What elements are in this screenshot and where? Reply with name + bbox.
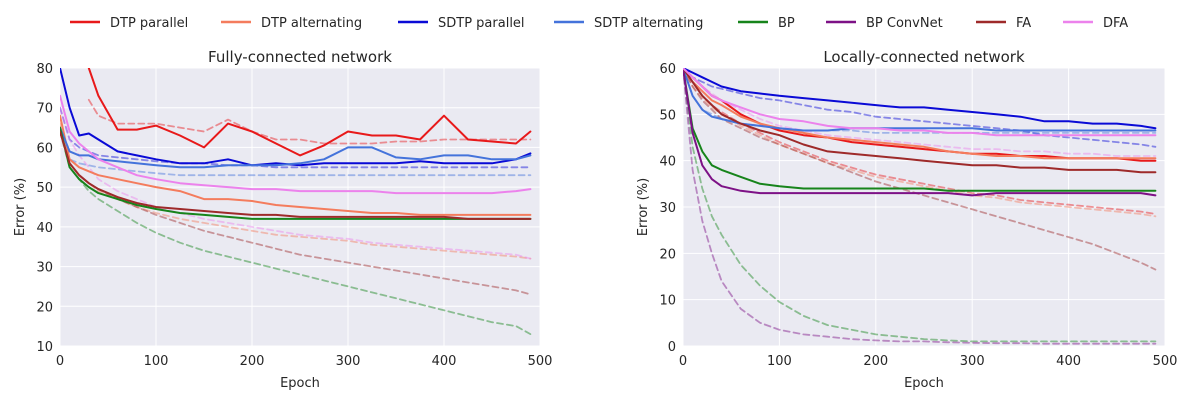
y-tick-label: 60 bbox=[36, 141, 53, 156]
chart-title: Fully-connected network bbox=[208, 48, 392, 66]
series-line-dtp-alternating-solid bbox=[683, 68, 1157, 160]
legend-label: BP bbox=[778, 16, 795, 31]
x-tick-label: 400 bbox=[1056, 354, 1081, 369]
legend-label: SDTP parallel bbox=[438, 16, 525, 31]
series-lines bbox=[683, 68, 1157, 345]
series-line-dtp-alternating-dashed bbox=[60, 122, 532, 260]
legend-entry-bp: BP bbox=[738, 16, 795, 31]
chart-title: Locally-connected network bbox=[823, 48, 1025, 66]
x-tick-label: 100 bbox=[767, 354, 792, 369]
x-tick-label: 200 bbox=[863, 354, 888, 369]
legend-entry-dtp-parallel: DTP parallel bbox=[70, 16, 188, 31]
series-line-fa-solid bbox=[683, 68, 1157, 174]
x-tick-label: 300 bbox=[336, 354, 361, 369]
legend-entry-sdtp-parallel: SDTP parallel bbox=[398, 16, 525, 31]
y-tick-label: 50 bbox=[659, 108, 676, 123]
series-line-dfa-dashed bbox=[683, 68, 1157, 157]
legend-entry-fa: FA bbox=[976, 16, 1031, 31]
series-line-sdtp-alternating-dashed bbox=[60, 130, 532, 177]
series-line-sdtp-alternating-solid bbox=[683, 68, 1157, 132]
legend-label: FA bbox=[1016, 16, 1031, 31]
x-tick-label: 0 bbox=[56, 354, 64, 369]
x-tick-label: 0 bbox=[679, 354, 687, 369]
y-tick-label: 70 bbox=[36, 102, 53, 117]
legend-label: SDTP alternating bbox=[594, 16, 703, 31]
legend-entry-sdtp-alternating: SDTP alternating bbox=[554, 16, 703, 31]
series-line-sdtp-parallel-dashed bbox=[683, 68, 1157, 148]
series-line-dtp-alternating-solid bbox=[60, 114, 532, 216]
series-line-bp-solid bbox=[60, 126, 532, 220]
series-line-dtp-parallel-dashed bbox=[87, 98, 532, 145]
series-line-dtp-parallel-dashed bbox=[683, 68, 1157, 215]
legend-label: DTP parallel bbox=[110, 16, 188, 31]
y-tick-label: 80 bbox=[36, 62, 53, 77]
y-tick-label: 40 bbox=[659, 155, 676, 170]
y-tick-label: 40 bbox=[36, 221, 53, 236]
series-line-dtp-parallel-solid bbox=[87, 68, 532, 157]
y-tick-label: 20 bbox=[36, 300, 53, 315]
legend-entry-dfa: DFA bbox=[1063, 16, 1128, 31]
y-tick-label: 30 bbox=[659, 201, 676, 216]
x-tick-label: 400 bbox=[432, 354, 457, 369]
fully-connected-chart: 0 100 200 300 400 500 10 20 30 40 50 60 70 80 Fully-co… bbox=[13, 48, 552, 391]
legend-label: DFA bbox=[1103, 16, 1128, 31]
y-tick-label: 10 bbox=[36, 340, 53, 355]
series-line-dfa-solid bbox=[60, 94, 532, 195]
series-line-dfa-solid bbox=[683, 68, 1157, 137]
series-line-dfa-dashed bbox=[60, 106, 532, 260]
locally-connected-chart: 0 100 200 300 400 500 0 10 20 30 40 50 60 Locally-con… bbox=[636, 48, 1177, 391]
legend: DTP parallel DTP alternating SDTP parallel… bbox=[70, 16, 1128, 31]
y-tick-label: 20 bbox=[659, 247, 676, 262]
series-line-bp-convnet-dashed bbox=[683, 68, 1157, 345]
y-tick-label: 50 bbox=[36, 181, 53, 196]
series-line-sdtp-parallel-solid bbox=[683, 68, 1157, 130]
legend-label: BP ConvNet bbox=[866, 16, 943, 31]
legend-entry-bp-convnet: BP ConvNet bbox=[826, 16, 943, 31]
y-tick-label: 10 bbox=[659, 294, 676, 309]
x-axis-label: Epoch bbox=[280, 376, 320, 391]
series-line-bp-dashed bbox=[60, 130, 532, 335]
x-axis-label: Epoch bbox=[904, 376, 944, 391]
series-line-bp-convnet-solid bbox=[683, 68, 1157, 197]
legend-label: DTP alternating bbox=[261, 16, 362, 31]
x-tick-label: 200 bbox=[240, 354, 265, 369]
y-axis-label: Error (%) bbox=[636, 178, 651, 236]
y-tick-label: 30 bbox=[36, 261, 53, 276]
series-line-fa-solid bbox=[60, 130, 532, 220]
series-line-bp-solid bbox=[683, 68, 1157, 192]
x-tick-label: 300 bbox=[960, 354, 985, 369]
y-tick-label: 0 bbox=[668, 340, 676, 355]
series-line-fa-dashed bbox=[683, 68, 1157, 271]
y-tick-label: 60 bbox=[659, 62, 676, 77]
series-line-bp-dashed bbox=[683, 68, 1157, 343]
series-lines bbox=[60, 68, 532, 335]
y-axis-label: Error (%) bbox=[13, 178, 28, 236]
x-tick-label: 100 bbox=[144, 354, 169, 369]
x-tick-label: 500 bbox=[1153, 354, 1178, 369]
x-tick-label: 500 bbox=[528, 354, 553, 369]
legend-entry-dtp-alternating: DTP alternating bbox=[221, 16, 362, 31]
